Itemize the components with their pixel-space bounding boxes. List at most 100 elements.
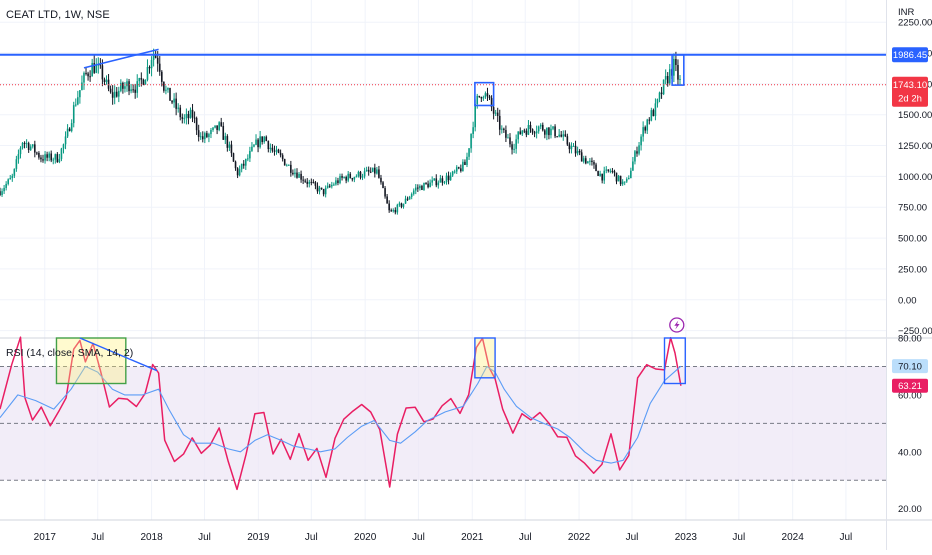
- candle-body: [302, 179, 304, 181]
- candle-body: [568, 144, 571, 150]
- price-tick-label: 500.00: [898, 234, 927, 245]
- candle-body: [99, 64, 102, 66]
- time-tick-label: 2017: [34, 532, 57, 543]
- candle-body: [632, 161, 634, 171]
- candle-body: [320, 187, 323, 189]
- price-trendline[interactable]: [83, 48, 159, 69]
- candle-body: [117, 90, 120, 97]
- candle-body: [85, 72, 87, 74]
- candle-body: [212, 127, 214, 131]
- candle-body: [668, 69, 671, 84]
- candle-body: [533, 132, 536, 134]
- candle-body: [453, 171, 456, 173]
- candle-body: [658, 92, 661, 100]
- candle-body: [433, 178, 436, 181]
- candle-body: [79, 90, 81, 98]
- candle-body: [81, 82, 83, 91]
- candle-body: [486, 93, 489, 97]
- candle-body: [113, 91, 116, 98]
- rsi-highlight-box[interactable]: [55, 337, 127, 385]
- candle-body: [265, 136, 268, 141]
- candle-body: [89, 76, 91, 78]
- candle-body: [161, 71, 163, 82]
- candle-body: [498, 115, 501, 130]
- candle-body: [109, 88, 112, 93]
- candle-body: [361, 176, 364, 178]
- candle-body: [257, 139, 259, 148]
- candle-body: [310, 181, 313, 183]
- candle-body: [400, 203, 403, 207]
- time-tick-label: 2019: [247, 532, 270, 543]
- candle-body: [468, 148, 470, 157]
- candle-body: [341, 176, 343, 178]
- candle-body: [382, 182, 384, 189]
- candle-body: [601, 173, 603, 181]
- candle-body: [412, 190, 415, 195]
- candle-body: [458, 167, 460, 169]
- candle-body: [316, 185, 319, 192]
- candle-body: [623, 181, 626, 183]
- candle-body: [634, 151, 636, 162]
- candle-body: [394, 210, 397, 213]
- candle-body: [281, 155, 284, 160]
- candle-body: [560, 134, 563, 137]
- candle-body: [44, 154, 46, 161]
- candle-body: [421, 185, 423, 190]
- candle-body: [494, 112, 497, 114]
- candle-body: [371, 167, 374, 172]
- candle-body: [263, 136, 266, 143]
- candle-body: [216, 125, 218, 130]
- candle-body: [21, 142, 24, 148]
- candle-body: [339, 176, 341, 183]
- candle-body: [234, 161, 237, 169]
- rsi-highlight-box[interactable]: [474, 337, 496, 379]
- candle-body: [298, 173, 300, 178]
- rsi-indicator-label[interactable]: RSI (14, close, SMA, 14, 2): [6, 347, 134, 359]
- candle-body: [552, 126, 554, 129]
- candle-body: [496, 112, 499, 116]
- candle-body: [548, 127, 550, 136]
- bar-countdown-badge: 2d 2h: [898, 94, 922, 105]
- candle-body: [148, 67, 151, 69]
- candle-body: [255, 139, 257, 145]
- candle-body: [337, 180, 339, 183]
- candle-body: [187, 113, 190, 119]
- candle-body: [244, 159, 247, 166]
- candle-body: [154, 54, 157, 58]
- candle-body: [365, 169, 368, 172]
- time-tick-label: Jul: [840, 532, 853, 543]
- candle-body: [355, 176, 358, 178]
- rsi-value-badge: 63.21: [898, 381, 922, 392]
- candle-body: [603, 170, 606, 181]
- candle-body: [609, 170, 612, 172]
- candle-body: [306, 181, 309, 184]
- rsi-trendline[interactable]: [79, 337, 158, 372]
- candle-body: [404, 198, 407, 204]
- rsi-highlight-box[interactable]: [663, 337, 686, 385]
- candle-body: [589, 160, 591, 162]
- candle-body: [410, 194, 413, 197]
- candle-body: [48, 153, 50, 158]
- candle-body: [558, 134, 560, 137]
- candle-body: [437, 182, 440, 186]
- candle-body: [640, 136, 642, 146]
- candle-body: [195, 118, 198, 131]
- price-highlight-box[interactable]: [671, 54, 685, 86]
- candle-body: [142, 79, 145, 85]
- candle-body: [656, 99, 659, 104]
- candle-body: [423, 182, 425, 190]
- time-tick-label: 2018: [140, 532, 163, 543]
- candle-body: [478, 95, 481, 97]
- candle-body: [519, 131, 522, 135]
- price-highlight-box[interactable]: [474, 81, 495, 107]
- chart-title: CEAT LTD, 1W, NSE: [6, 9, 110, 21]
- candle-body: [462, 161, 464, 172]
- candle-body: [617, 175, 620, 182]
- candle-body: [451, 171, 454, 176]
- candle-body: [414, 187, 417, 191]
- candle-body: [566, 136, 569, 145]
- candle-body: [535, 131, 538, 134]
- candle-body: [443, 182, 446, 184]
